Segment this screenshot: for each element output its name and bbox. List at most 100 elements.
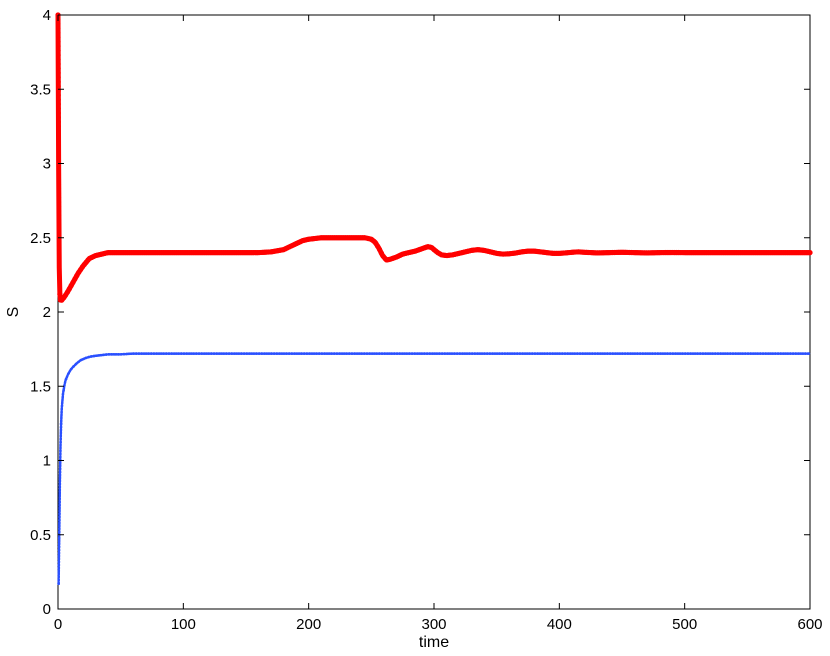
data-point xyxy=(82,357,85,361)
data-point xyxy=(57,227,62,231)
ticks-layer: 0 100 200 300 400 500 600 0 0.5 1 1.5 2 2.5 3 3.5 4 xyxy=(30,7,822,633)
data-point xyxy=(255,352,258,355)
data-point xyxy=(59,441,62,444)
data-point xyxy=(365,352,369,355)
data-point xyxy=(568,352,572,355)
data-point xyxy=(310,352,314,355)
y-tick-label: 2.5 xyxy=(30,230,51,247)
data-point xyxy=(591,352,594,355)
data-point xyxy=(297,352,301,355)
data-point xyxy=(59,434,62,437)
data-point xyxy=(165,352,168,355)
data-point xyxy=(683,352,687,355)
data-point xyxy=(796,352,800,355)
data-point xyxy=(227,352,231,355)
data-point xyxy=(786,352,790,355)
data-point xyxy=(57,549,61,552)
data-point xyxy=(593,352,597,355)
data-point xyxy=(104,353,108,356)
data-point xyxy=(58,508,61,511)
data-point xyxy=(513,352,517,355)
series-0 xyxy=(55,12,813,303)
data-point xyxy=(57,298,62,302)
data-point xyxy=(197,352,201,355)
data-point xyxy=(57,186,62,191)
data-point xyxy=(576,352,579,355)
data-point xyxy=(277,352,281,355)
data-point xyxy=(57,137,61,142)
y-tick-label: 0 xyxy=(43,601,51,618)
data-point xyxy=(125,352,128,356)
data-point xyxy=(270,352,273,355)
data-point xyxy=(57,115,61,120)
data-point xyxy=(58,515,61,519)
data-point xyxy=(77,360,80,364)
data-point xyxy=(581,352,584,355)
data-point xyxy=(162,352,166,355)
data-point xyxy=(180,352,183,355)
data-point xyxy=(207,352,211,355)
data-point xyxy=(57,280,62,285)
data-point xyxy=(307,352,311,355)
data-point xyxy=(57,213,62,218)
data-point xyxy=(94,354,98,358)
data-point xyxy=(694,352,697,355)
data-point xyxy=(794,352,797,355)
data-point xyxy=(59,452,62,456)
data-point xyxy=(330,352,334,355)
data-point xyxy=(57,151,61,155)
data-point xyxy=(170,352,173,355)
data-point xyxy=(508,352,512,355)
data-point xyxy=(759,352,762,355)
data-point xyxy=(804,352,807,355)
data-point xyxy=(784,352,787,355)
data-point xyxy=(699,352,702,355)
data-point xyxy=(714,352,717,355)
data-point xyxy=(553,352,557,355)
data-point xyxy=(69,367,73,371)
data-point xyxy=(102,353,106,357)
data-point xyxy=(648,352,652,355)
data-point xyxy=(57,552,61,556)
data-point xyxy=(536,352,539,355)
data-point xyxy=(57,80,61,84)
data-point xyxy=(57,262,62,267)
data-point xyxy=(556,352,559,355)
data-point xyxy=(586,352,589,355)
data-point xyxy=(415,352,419,355)
data-point xyxy=(64,377,68,381)
data-point xyxy=(300,352,304,355)
data-point xyxy=(57,146,61,151)
data-point xyxy=(403,352,406,355)
data-point xyxy=(57,545,61,548)
data-point xyxy=(801,352,805,355)
data-point xyxy=(287,352,291,355)
data-point xyxy=(385,352,389,355)
data-point xyxy=(57,39,61,44)
data-point xyxy=(443,352,446,355)
data-point xyxy=(135,352,138,355)
data-point xyxy=(155,352,158,355)
data-point xyxy=(425,352,429,355)
data-point xyxy=(561,352,564,355)
data-point xyxy=(360,352,364,355)
data-point xyxy=(202,352,206,355)
data-point xyxy=(57,35,61,40)
data-point xyxy=(731,352,735,355)
data-point xyxy=(689,352,692,355)
data-point xyxy=(521,352,524,355)
data-point xyxy=(370,352,374,355)
data-point xyxy=(190,352,193,355)
y-tick-label: 1.5 xyxy=(30,378,51,395)
data-point xyxy=(59,437,62,441)
data-point xyxy=(59,426,63,430)
data-point xyxy=(626,352,629,355)
data-point xyxy=(58,478,62,482)
data-point xyxy=(267,352,271,355)
data-point xyxy=(237,352,241,355)
data-point xyxy=(440,352,444,355)
x-tick-label: 200 xyxy=(296,616,321,633)
data-point xyxy=(152,352,156,355)
data-point xyxy=(225,352,228,355)
